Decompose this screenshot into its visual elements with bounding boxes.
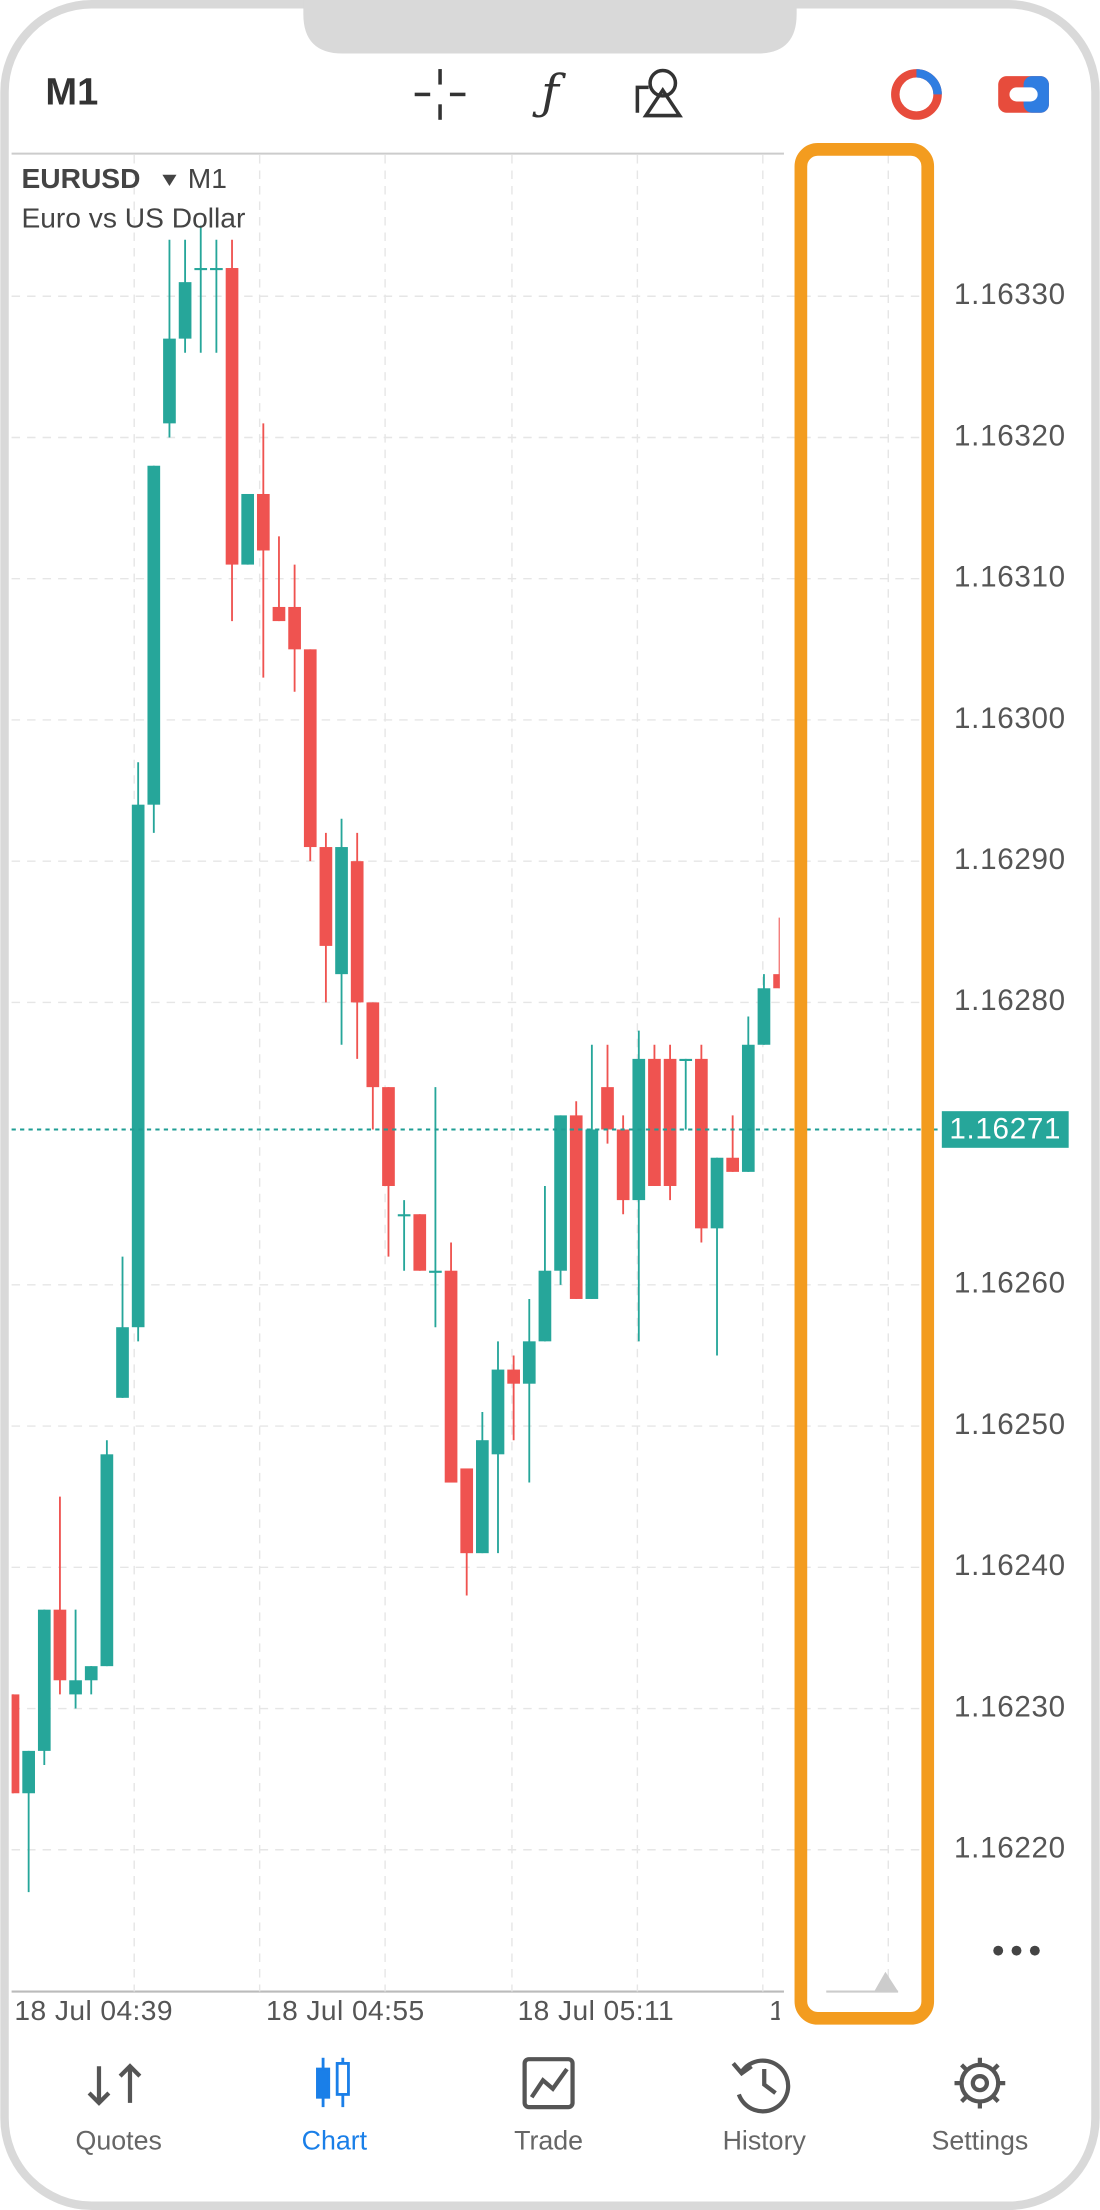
y-tick-label: 1.16220 <box>954 1832 1066 1865</box>
notch <box>303 0 797 54</box>
candle-body <box>335 847 348 975</box>
candle-body <box>444 1270 458 1483</box>
price-axis: 1.16330 1.16320 1.16310 1.16300 1.16290 1.162… <box>11 278 1069 1865</box>
horizontal-grid <box>11 295 931 1851</box>
candle-body <box>11 1694 20 1794</box>
tab-label[interactable]: Chart <box>302 2125 368 2155</box>
candle-body <box>476 1440 489 1554</box>
y-tick-label: 1.16310 <box>954 561 1066 594</box>
candle-body <box>37 1609 51 1751</box>
candle-body <box>319 847 333 946</box>
tab-label[interactable]: Quotes <box>76 2125 162 2155</box>
candle-body <box>194 268 208 271</box>
current-price-label: 1.16271 <box>949 1113 1061 1146</box>
y-tick-label: 1.16230 <box>954 1690 1066 1723</box>
candle-body <box>22 1750 35 1794</box>
chart-icon <box>316 2057 350 2108</box>
candle-body <box>241 493 255 565</box>
candle-body <box>84 1666 98 1681</box>
timeframe-button[interactable]: M1 <box>45 71 98 113</box>
candle-body <box>382 1087 395 1186</box>
quotes-icon <box>87 2063 142 2106</box>
candle-body <box>288 606 301 650</box>
symbol[interactable]: EURUSD <box>21 162 140 194</box>
candle-body <box>397 1214 411 1217</box>
candle-body <box>147 465 161 805</box>
y-tick-label: 1.16250 <box>954 1408 1066 1441</box>
y-tick-label: 1.16320 <box>954 419 1066 452</box>
candle-body <box>569 1115 583 1299</box>
one-click-icon[interactable] <box>891 69 942 120</box>
y-tick-label: 1.16330 <box>954 278 1066 311</box>
candle-body <box>116 1327 129 1398</box>
highlight-box <box>794 143 935 2025</box>
settings-icon <box>954 2057 1006 2109</box>
symbol-description: Euro vs US Dollar <box>21 201 245 233</box>
candle-body <box>69 1680 82 1695</box>
y-tick-label: 1.16260 <box>954 1267 1066 1300</box>
crosshair-icon[interactable] <box>414 69 466 120</box>
candle-body <box>491 1369 505 1455</box>
candle-body <box>585 1129 599 1299</box>
x-tick-label: 18 Jul 04:55 <box>266 1994 425 2026</box>
trade-icon[interactable] <box>998 76 1049 113</box>
candle-body <box>210 268 223 271</box>
candle-body <box>663 1058 677 1186</box>
candle-body <box>53 1609 67 1681</box>
current-price-box <box>941 1111 1069 1148</box>
more-menu[interactable] <box>993 1945 1040 1956</box>
candle-body <box>256 493 270 551</box>
candle-body <box>429 1270 442 1273</box>
candle-body <box>726 1157 740 1172</box>
candle-body <box>616 1129 630 1201</box>
candle-body <box>163 338 176 424</box>
candle-body <box>648 1058 661 1186</box>
chart-timeframe: M1 <box>188 162 227 194</box>
x-tick-label: 18 Jul 05:11 <box>518 1994 674 2026</box>
objects-icon[interactable] <box>635 68 683 118</box>
candle-body <box>350 861 364 1003</box>
candle-body <box>554 1115 567 1271</box>
scroll-marker <box>874 1971 899 1992</box>
tab-label[interactable]: Settings <box>932 2125 1029 2155</box>
candle-body <box>601 1087 614 1130</box>
candle-body <box>178 282 192 339</box>
candle-body <box>272 606 286 622</box>
candle-body <box>741 1044 755 1172</box>
candle-body <box>710 1157 724 1229</box>
candle-body <box>695 1058 708 1229</box>
candle-body <box>366 1002 380 1088</box>
candle-body <box>413 1214 427 1271</box>
candle-body <box>757 988 771 1045</box>
tab-label[interactable]: History <box>723 2125 807 2155</box>
candle-body <box>522 1341 536 1384</box>
time-axis: 18 Jul 04:39 18 Jul 04:55 18 Jul 05:11 1 <box>14 1994 785 2026</box>
symbol-dropdown[interactable] <box>162 174 177 187</box>
candle-body <box>773 974 780 989</box>
candle-body <box>100 1454 114 1667</box>
history-icon <box>731 2058 791 2114</box>
y-tick-label: 1.16280 <box>954 984 1066 1017</box>
x-tick-label: 1 <box>769 1994 785 2026</box>
y-tick-label: 1.16290 <box>954 843 1066 876</box>
candle-body <box>303 649 317 848</box>
candle-body <box>225 268 239 565</box>
candle-body <box>507 1369 520 1384</box>
candle-body <box>131 804 145 1328</box>
candles <box>11 225 780 1893</box>
y-tick-label: 1.16240 <box>954 1549 1066 1582</box>
trade-icon-tab <box>522 2057 575 2110</box>
y-tick-label: 1.16300 <box>954 702 1066 735</box>
candle-body <box>460 1468 474 1554</box>
tab-bar: Quotes Chart Trade History Settings <box>76 2057 1029 2155</box>
candle-body <box>538 1270 552 1342</box>
tab-label[interactable]: Trade <box>514 2125 583 2155</box>
candle-body <box>679 1058 693 1061</box>
x-tick-label: 18 Jul 04:39 <box>14 1994 173 2026</box>
